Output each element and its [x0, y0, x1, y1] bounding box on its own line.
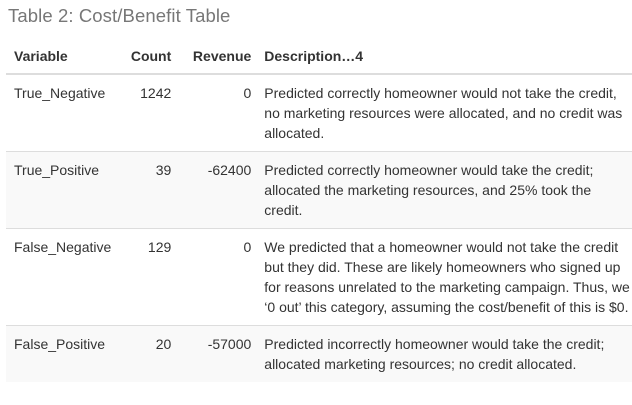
table-body: True_Negative 1242 0 Predicted correctly… [6, 73, 632, 382]
cell-description: We predicted that a homeowner would not … [255, 228, 632, 326]
cell-count: 20 [115, 325, 176, 382]
header-variable: Variable [6, 40, 116, 75]
cell-revenue: 0 [175, 73, 256, 152]
table-row: False_Negative 129 0 We predicted that a… [6, 228, 632, 326]
header-description: Description…4 [255, 40, 632, 75]
cell-count: 129 [115, 228, 176, 326]
cell-variable: False_Negative [6, 228, 116, 326]
header-revenue: Revenue [175, 40, 256, 75]
cell-description: Predicted correctly homeowner would not … [255, 73, 632, 152]
header-row: Variable Count Revenue Description…4 [6, 40, 632, 75]
cell-revenue: -57000 [175, 325, 256, 382]
cell-description: Predicted incorrectly homeowner would ta… [255, 325, 632, 382]
header-count: Count [115, 40, 176, 75]
cell-variable: False_Positive [6, 325, 116, 382]
table-row: False_Positive 20 -57000 Predicted incor… [6, 325, 632, 382]
table-header: Variable Count Revenue Description…4 [6, 40, 632, 75]
cost-benefit-table: Variable Count Revenue Description…4 Tru… [6, 40, 632, 382]
table-row: True_Positive 39 -62400 Predicted correc… [6, 151, 632, 229]
cell-revenue: 0 [175, 228, 256, 326]
table-caption: Table 2: Cost/Benefit Table [8, 5, 231, 26]
cell-description: Predicted correctly homeowner would take… [255, 151, 632, 229]
cell-variable: True_Positive [6, 151, 116, 229]
cell-revenue: -62400 [175, 151, 256, 229]
table-row: True_Negative 1242 0 Predicted correctly… [6, 73, 632, 152]
cell-variable: True_Negative [6, 73, 116, 152]
cell-count: 1242 [115, 73, 176, 152]
cell-count: 39 [115, 151, 176, 229]
